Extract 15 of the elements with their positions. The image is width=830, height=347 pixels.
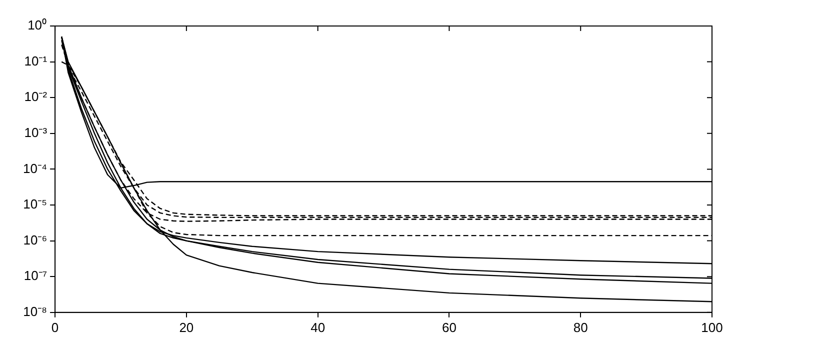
y-tick-label: 10⁻² <box>24 89 48 104</box>
y-tick-label: 10⁻⁴ <box>23 160 48 176</box>
y-tick-label: 10⁻⁸ <box>23 304 48 319</box>
x-tick-label: 80 <box>573 320 588 335</box>
x-tick-label: 20 <box>179 320 194 335</box>
y-tick-label: 10⁻¹ <box>24 53 48 68</box>
y-tick-label: 10⁻⁶ <box>23 232 48 248</box>
y-tick-label: 10⁻³ <box>24 124 48 140</box>
x-tick-label: 100 <box>701 320 723 335</box>
y-tick-label: 10⁻⁵ <box>23 196 48 212</box>
y-tick-label: 10⁻⁷ <box>24 268 48 284</box>
y-tick-label: 10⁰ <box>28 18 48 33</box>
x-tick-label: 40 <box>310 320 326 335</box>
x-tick-label: 0 <box>51 320 59 335</box>
x-tick-label: 60 <box>442 320 456 335</box>
